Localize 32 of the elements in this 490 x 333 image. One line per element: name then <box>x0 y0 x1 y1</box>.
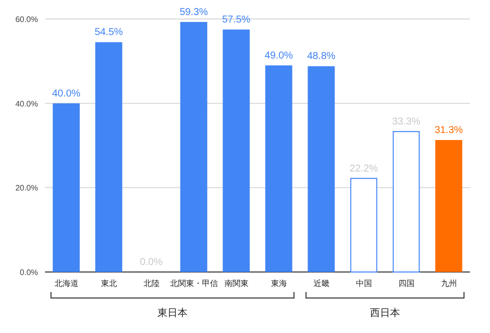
x-tick-label: 東北 <box>100 279 117 288</box>
y-tick-label: 20.0% <box>15 184 38 193</box>
data-label: 49.0% <box>264 50 294 62</box>
x-tick-label: 東海 <box>270 279 287 288</box>
y-tick-label: 40.0% <box>15 99 38 108</box>
bar <box>308 66 335 272</box>
bar <box>392 131 420 272</box>
bar <box>435 140 462 272</box>
y-tick-label: 0.0% <box>20 268 38 277</box>
bar <box>180 22 208 272</box>
data-label: 48.8% <box>307 51 336 62</box>
bar <box>52 103 80 272</box>
data-label: 59.3% <box>180 6 208 18</box>
data-label: 54.5% <box>94 27 124 38</box>
x-tick-label: 北関東・甲信 <box>170 279 218 288</box>
x-tick-label: 中国 <box>356 279 372 288</box>
x-tick-label: 近畿 <box>313 279 330 288</box>
x-tick-label: 四国 <box>398 279 414 288</box>
bar <box>265 65 292 272</box>
text: 東日本 <box>158 307 188 319</box>
x-tick-label: 九州 <box>440 279 457 288</box>
x-tick-label: 北海道 <box>54 279 78 288</box>
text: 西日本 <box>370 307 400 319</box>
bar <box>350 178 378 272</box>
y-tick-label: 60.0% <box>15 15 38 24</box>
data-label: 31.3% <box>434 125 464 136</box>
bar <box>222 30 250 272</box>
x-tick-label: 南関東 <box>224 279 248 288</box>
bar <box>95 42 122 272</box>
data-label: 40.0% <box>52 88 81 100</box>
x-tick-label: 北陸 <box>143 279 160 288</box>
data-label: 57.5% <box>222 14 251 26</box>
